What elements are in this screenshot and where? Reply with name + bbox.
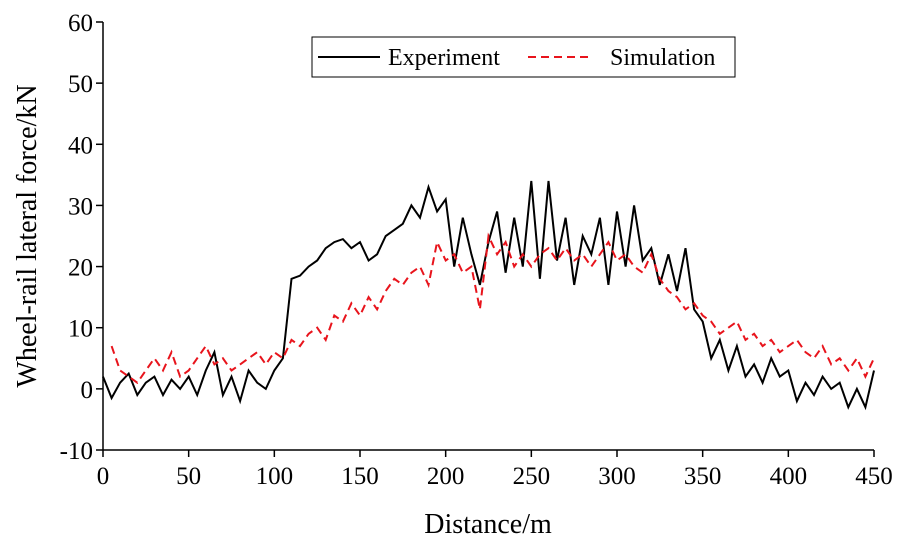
legend-label: Experiment [388,45,500,71]
y-tick-label: 40 [68,132,93,159]
x-tick-label: 150 [341,463,379,490]
x-tick-label: 250 [513,463,551,490]
x-tick-label: 400 [770,463,808,490]
x-tick-label: 200 [427,463,465,490]
x-tick-label: 50 [176,463,201,490]
y-tick-label: -10 [60,438,93,465]
y-axis-title: Wheel-rail lateral force/kN [12,84,43,387]
y-tick-label: 10 [68,316,93,343]
x-axis-title: Distance/m [424,509,552,540]
x-tick-label: 450 [855,463,893,490]
series-line [102,180,875,411]
x-tick-label: 300 [598,463,636,490]
legend-box [311,36,736,78]
y-tick-label: 30 [68,193,93,220]
y-tick-label: 20 [68,255,93,282]
x-tick-label: 350 [684,463,722,490]
y-tick-label: 50 [68,71,93,98]
y-tick-label: 0 [81,377,94,404]
legend-label: Simulation [610,45,715,71]
x-tick-label: 100 [256,463,294,490]
y-tick-label: 60 [68,10,93,37]
x-tick-label: 0 [97,463,110,490]
series-line [110,232,875,385]
